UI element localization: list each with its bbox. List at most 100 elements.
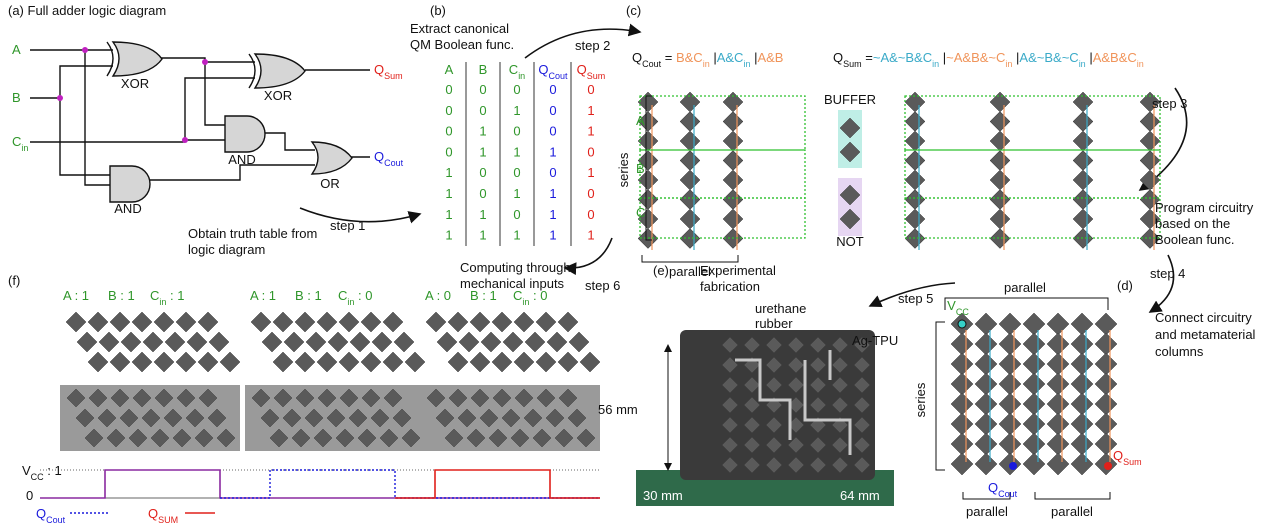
label: A: [445, 62, 454, 77]
text-part: Q: [374, 62, 384, 77]
text-part: fabrication: [700, 279, 760, 294]
diamond-cell: [975, 373, 997, 395]
text-part: step 2: [575, 38, 610, 53]
label: 30 mm: [643, 488, 683, 503]
text-part: 1: [445, 228, 452, 243]
text-part: A&~B&~C: [1019, 50, 1078, 65]
diamond-cell: [905, 190, 925, 210]
label: 1: [445, 165, 452, 180]
label: 0: [445, 82, 452, 97]
label: B : 1: [470, 288, 497, 303]
text-part: Sum: [384, 71, 403, 81]
diamond-cell: [492, 352, 512, 372]
label: Ag-TPU: [852, 333, 898, 348]
label: Extract canonical: [410, 21, 509, 36]
diamond-cell: [1073, 131, 1093, 151]
label: A: [12, 42, 21, 57]
diamond-cell: [1071, 373, 1093, 395]
text-part: 0: [549, 165, 556, 180]
bracket: [642, 255, 738, 262]
diamond-cell: [558, 352, 578, 372]
logic-wires: [30, 42, 370, 202]
bracket: [963, 492, 1110, 499]
diamond-cell: [1140, 131, 1160, 151]
diamond-cell: [975, 453, 997, 475]
label: 1: [587, 103, 594, 118]
diamond-cell: [121, 332, 141, 352]
text-part: 1: [513, 144, 520, 159]
text-part: Program circuitry: [1155, 200, 1254, 215]
diamond-cell: [1073, 170, 1093, 190]
text-part: parallel: [1051, 504, 1093, 519]
text-part: A: [636, 113, 645, 128]
label: step 1: [330, 218, 365, 233]
label: 1: [445, 228, 452, 243]
diamond-cell: [143, 332, 163, 352]
label: fabrication: [700, 279, 760, 294]
text-part: (c): [626, 3, 641, 18]
text-part: 0: [513, 207, 520, 222]
label: series: [616, 152, 631, 187]
label: Cin: [509, 62, 525, 81]
diamond-cell: [951, 353, 973, 375]
diamond-cell: [209, 332, 229, 352]
diamond-cell: [262, 332, 282, 352]
text-part: A: [445, 62, 454, 77]
text-part: A : 1: [63, 288, 89, 303]
diamond-cell: [975, 393, 997, 415]
label: NOT: [836, 234, 864, 249]
diamond-cell: [638, 131, 658, 151]
formula: QSum =~A&~B&Cin |~A&B&~Cin |A&~B&~Cin |A…: [833, 50, 1144, 69]
text-part: B : 1: [295, 288, 322, 303]
label: parallel: [966, 504, 1008, 519]
diamond-cell: [1071, 413, 1093, 435]
text-part: Connect circuitry: [1155, 310, 1252, 325]
text-part: 0: [549, 103, 556, 118]
diamond-cell: [975, 433, 997, 455]
diamond-cell: [569, 332, 589, 352]
label: QSUM: [148, 506, 178, 525]
text-part: A : 0: [425, 288, 451, 303]
label: 0: [587, 186, 594, 201]
text-part: A&B&C: [1093, 50, 1137, 65]
label: B: [12, 90, 21, 105]
text-part: =: [862, 50, 873, 65]
text-part: Q: [833, 50, 843, 65]
text-part: B : 1: [108, 288, 135, 303]
diamond-cell: [306, 332, 326, 352]
text-part: BUFFER: [824, 92, 876, 107]
diamond-cell: [680, 112, 700, 132]
diamond-cell: [975, 313, 997, 335]
diamond-cell: [481, 332, 501, 352]
diamond-cell: [536, 312, 556, 332]
row-box: [640, 198, 805, 238]
diamond-cell: [1073, 190, 1093, 210]
label: 0: [513, 165, 520, 180]
text-part: Q: [632, 50, 642, 65]
label: QCout: [538, 62, 568, 81]
label: 1: [549, 186, 556, 201]
diamond-cell: [1023, 333, 1045, 355]
diamond-cell: [951, 333, 973, 355]
label: Obtain truth table from: [188, 226, 317, 241]
text-part: 1: [479, 124, 486, 139]
text-part: step 6: [585, 278, 620, 293]
text-part: 0: [549, 124, 556, 139]
diamond-cell: [77, 332, 97, 352]
text-part: Cout: [549, 71, 569, 81]
diamond-cell: [1023, 433, 1045, 455]
label: step 5: [898, 291, 933, 306]
text-part: : 1: [166, 288, 184, 303]
text-part: in: [347, 297, 354, 307]
diamond-cell: [1095, 393, 1117, 415]
text-part: 0: [587, 144, 594, 159]
label: step 6: [585, 278, 620, 293]
label: VCC : 1: [22, 463, 62, 482]
text-part: (d): [1117, 278, 1133, 293]
text-part: (b): [430, 3, 446, 18]
cout-node: [1009, 462, 1017, 470]
diamond-cell: [999, 413, 1021, 435]
label: 1: [587, 228, 594, 243]
text-part: 1: [549, 228, 556, 243]
diamond-cell: [1095, 413, 1117, 435]
